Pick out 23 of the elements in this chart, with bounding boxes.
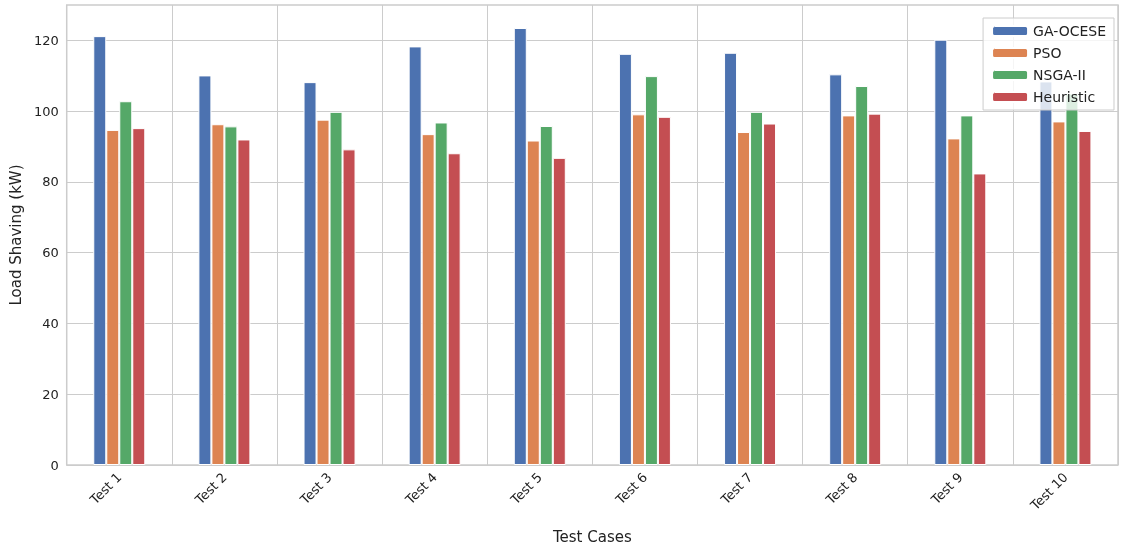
x-tick-label: Test 6 [612,469,651,508]
x-tick-label: Test 5 [506,469,546,508]
y-axis-title: Load Shaving (kW) [6,164,25,306]
x-tick-label: Test 8 [822,469,861,508]
x-axis-title: Test Cases [551,527,632,546]
legend-label: GA-OCESE [1033,23,1106,39]
legend-label: Heuristic [1033,89,1096,105]
y-tick-label: 20 [42,386,59,402]
x-tick-label: Test 3 [296,469,335,508]
x-tick-label: Test 4 [401,469,440,508]
x-tick-label: Test 1 [86,469,125,508]
y-tick-label: 40 [42,315,59,331]
x-tick-label: Test 2 [191,469,230,508]
y-tick-label: 120 [33,32,59,48]
x-tick-label: Test 9 [927,469,966,508]
legend-label: PSO [1033,45,1062,61]
x-tick-label: Test 10 [1026,469,1071,514]
y-tick-label: 0 [50,457,59,473]
y-tick-label: 100 [33,103,59,119]
y-tick-label: 60 [42,245,59,261]
legend-label: NSGA-II [1033,67,1086,83]
x-tick-label: Test 7 [717,469,756,508]
y-tick-label: 80 [42,174,59,190]
